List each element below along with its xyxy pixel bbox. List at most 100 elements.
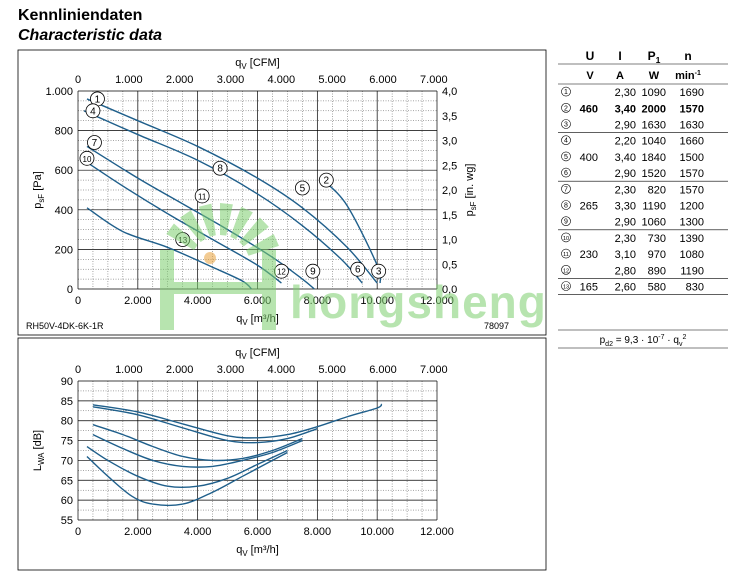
curve-marker-label-4: 4	[90, 106, 96, 117]
y-tick-label: 800	[55, 126, 73, 138]
table-cell-power: 1090	[642, 87, 666, 99]
table-cell-power: 1060	[642, 217, 666, 229]
table-marker-1	[561, 86, 571, 97]
table-marker-9	[561, 216, 571, 226]
watermark-blade	[198, 203, 216, 237]
top-tick-label: 6.000	[369, 364, 397, 376]
table-marker-2	[561, 103, 571, 113]
table-marker-6	[561, 167, 571, 178]
table-cell-speed: 830	[686, 282, 704, 294]
curve-noise-5	[86, 445, 288, 489]
top-tick-label: 0	[75, 74, 81, 86]
y-tick-label: 75	[61, 436, 73, 448]
x-tick-label: 4.000	[184, 526, 212, 538]
top-tick-label: 5.000	[318, 74, 346, 86]
top-tick-label: 0	[75, 364, 81, 376]
table-marker-label-5: 5	[564, 154, 568, 161]
curve-pressure-7	[86, 145, 315, 290]
y-tick-label: 0	[67, 284, 73, 296]
y-tick-label: 70	[61, 455, 73, 467]
curve-marker-10	[79, 150, 95, 166]
table-marker-3	[561, 119, 571, 129]
table-cell-power: 1840	[642, 152, 666, 164]
y-tick-label: 65	[61, 475, 73, 487]
y2-axis-label: psF [in. wg]	[464, 164, 478, 217]
top-tick-label: 7.000	[420, 364, 448, 376]
table-marker-11	[561, 248, 571, 259]
watermark-text: hongsheng	[290, 276, 547, 328]
table-cell-power: 2000	[642, 103, 666, 115]
table-marker-label-1: 1	[564, 89, 568, 96]
table-marker-label-13: 13	[563, 285, 569, 291]
chart-footnote-model: RH50V-4DK-6K-1R	[26, 321, 104, 331]
y2-tick-label: 0,0	[442, 284, 457, 296]
x-axis-label: qV [m³/h]	[236, 544, 279, 558]
watermark-blade	[239, 217, 269, 247]
table-cell-power: 730	[648, 233, 666, 245]
curve-marker-label-11: 11	[198, 192, 207, 201]
table-marker-10	[561, 232, 571, 243]
curve-marker-11	[194, 188, 210, 204]
table-marker-label-4: 4	[564, 138, 568, 145]
page-title: Kennliniendaten	[18, 7, 143, 24]
y2-tick-label: 0,5	[442, 259, 457, 271]
y2-tick-label: 4,0	[442, 86, 457, 98]
table-cell-speed: 1080	[680, 249, 704, 261]
table-cell-speed: 1500	[680, 152, 704, 164]
table-header-u: U	[586, 49, 595, 63]
watermark-blade	[230, 206, 253, 240]
table-cell-speed: 1660	[680, 136, 704, 148]
table-marker-4	[561, 135, 571, 145]
curve-noise-4	[92, 433, 303, 468]
table-cell-current: 2,90	[615, 120, 636, 132]
table-cell-speed: 1570	[680, 103, 704, 115]
table-cell-current: 2,90	[615, 168, 636, 180]
table-marker-label-11: 11	[563, 252, 569, 258]
top-tick-label: 7.000	[420, 74, 448, 86]
curve-marker-label-8: 8	[217, 164, 223, 175]
table-cell-power: 890	[648, 265, 666, 277]
curve-marker-9	[305, 263, 321, 279]
x-tick-label: 0	[75, 526, 81, 538]
curve-marker-label-5: 5	[300, 184, 306, 195]
x-tick-label: 2.000	[124, 295, 152, 307]
table-cell-power: 1040	[642, 136, 666, 148]
y-tick-label: 55	[61, 515, 73, 527]
curve-marker-4	[85, 103, 101, 119]
curve-marker-label-7: 7	[92, 138, 98, 149]
y-tick-label: 1.000	[45, 86, 73, 98]
x-tick-label: 12.000	[420, 295, 454, 307]
table-cell-power: 1520	[642, 168, 666, 180]
table-cell-power: 580	[648, 282, 666, 294]
table-cell-speed: 1630	[680, 120, 704, 132]
y-tick-label: 80	[61, 416, 73, 428]
curve-pressure-4	[83, 110, 363, 284]
y-tick-label: 400	[55, 205, 73, 217]
table-cell-current: 2,30	[615, 87, 636, 99]
table-marker-label-3: 3	[564, 122, 568, 129]
top-tick-label: 5.000	[318, 364, 346, 376]
y-tick-label: 60	[61, 495, 73, 507]
table-marker-13	[561, 281, 571, 291]
y-tick-label: 90	[61, 376, 73, 388]
table-cell-power: 1190	[642, 201, 666, 213]
table-marker-label-9: 9	[564, 219, 568, 226]
top-tick-label: 2.000	[166, 74, 194, 86]
y2-tick-label: 3,5	[442, 111, 457, 123]
table-cell-speed: 1390	[680, 233, 704, 245]
x-tick-label: 2.000	[124, 526, 152, 538]
top-axis-label: qV [CFM]	[235, 57, 279, 71]
chart-footnote-number: 78097	[484, 321, 509, 331]
table-cell-speed: 1570	[680, 168, 704, 180]
chart-frame-pressure	[17, 49, 547, 336]
y2-tick-label: 2,5	[442, 160, 457, 172]
top-tick-label: 3.000	[217, 74, 245, 86]
x-tick-label: 10.000	[360, 295, 394, 307]
top-tick-label: 2.000	[166, 364, 194, 376]
watermark-blade	[220, 203, 233, 236]
y2-tick-label: 1,5	[442, 210, 457, 222]
table-unit-0: V	[586, 70, 594, 82]
curve-marker-6	[350, 261, 366, 277]
table-cell-voltage: 265	[580, 201, 598, 213]
